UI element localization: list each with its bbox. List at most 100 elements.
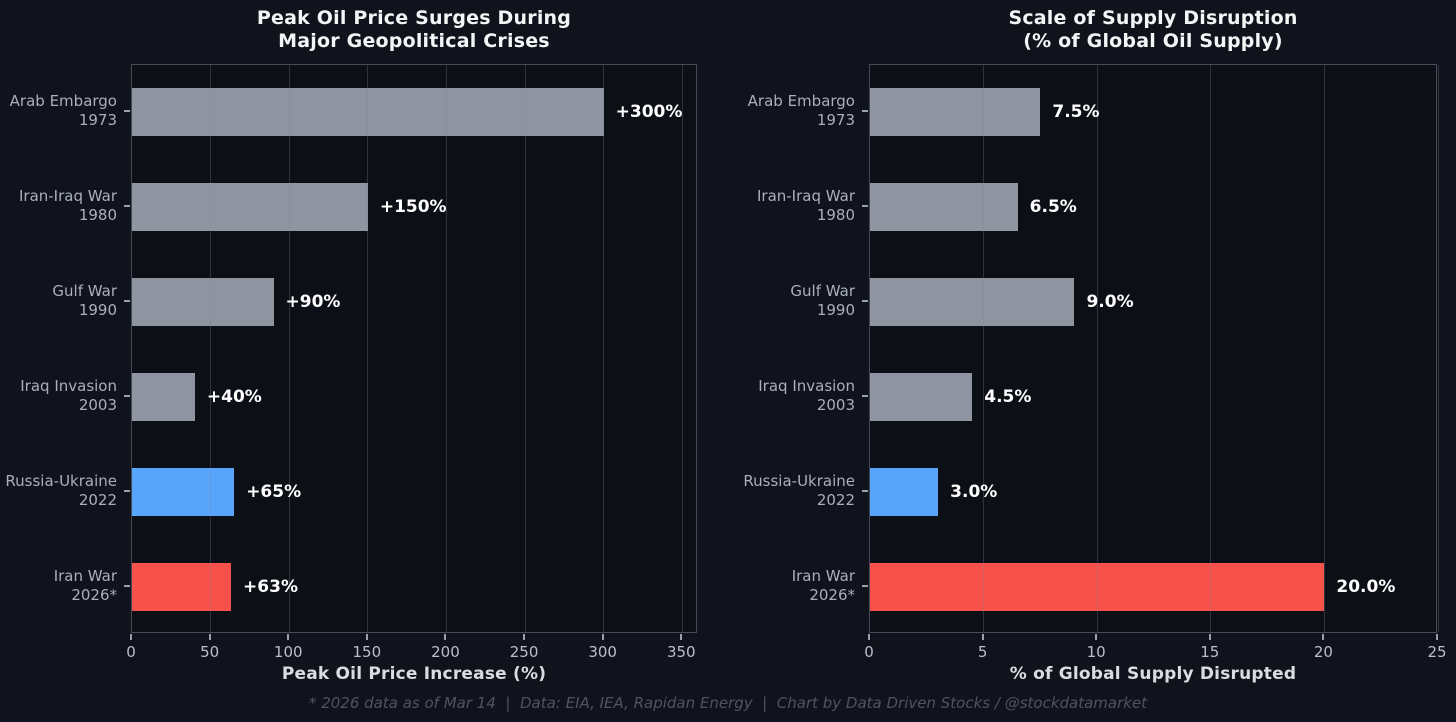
bar-value-label: +90% (285, 292, 341, 313)
gridline (445, 65, 447, 632)
chart-title: Peak Oil Price Surges During Major Geopol… (131, 7, 697, 53)
gridline (1096, 65, 1098, 632)
bar-russia-ukraine (132, 467, 235, 516)
x-tick-mark (1095, 634, 1098, 640)
x-tick-mark (601, 634, 604, 640)
category-name: Iran-Iraq War (756, 187, 855, 206)
bar-gulf-war (132, 278, 274, 327)
category-year: 2022 (816, 490, 855, 509)
bar-value-label: +150% (379, 197, 447, 218)
x-tick-mark (287, 634, 290, 640)
gridline (524, 65, 526, 632)
category-year: 2003 (78, 395, 117, 414)
category-label: Iraq Invasion 2003 (758, 377, 855, 415)
gridline (1437, 65, 1439, 632)
category-year: 1980 (816, 206, 855, 225)
category-year: 2022 (78, 490, 117, 509)
x-tick-label: 300 (588, 643, 617, 661)
bar-value-label: +65% (246, 481, 302, 502)
gridline (603, 65, 605, 632)
bar-arab-embargo (132, 88, 604, 137)
gridline (1323, 65, 1325, 632)
x-tick-mark (981, 634, 984, 640)
bar-iran-war (870, 562, 1325, 611)
y-tick-mark (124, 584, 130, 587)
category-label: Iran-Iraq War 1980 (757, 187, 855, 225)
x-tick-mark (365, 634, 368, 640)
plot-area: +300% +150% +90% +40% +65% +63% (131, 64, 697, 633)
category-year: 1973 (78, 111, 117, 130)
bar-iran-iraq-war (132, 183, 368, 232)
category-year: 2003 (816, 395, 855, 414)
x-tick-label: 100 (273, 643, 303, 661)
y-tick-mark (124, 300, 130, 303)
x-tick-label: 10 (1086, 643, 1106, 661)
bar-iran-iraq-war (870, 183, 1018, 232)
bar-iran-war (132, 562, 232, 611)
gridline (288, 65, 290, 632)
x-tick-mark (444, 634, 447, 640)
category-label: Arab Embargo 1973 (10, 92, 117, 130)
chart-title-line: Peak Oil Price Surges During (256, 7, 572, 29)
gridline (210, 65, 212, 632)
bar-gulf-war (870, 278, 1075, 327)
category-name: Iran War (53, 566, 117, 585)
y-tick-mark (862, 489, 868, 492)
y-tick-mark (862, 394, 868, 397)
x-axis-label: Peak Oil Price Increase (%) (281, 664, 547, 684)
category-label: Gulf War 1990 (52, 282, 117, 320)
category-label: Gulf War 1990 (790, 282, 855, 320)
category-label: Iraq Invasion 2003 (20, 377, 117, 415)
x-tick-mark (1436, 634, 1438, 640)
gridline (681, 65, 683, 632)
bar-value-label: +40% (206, 386, 262, 407)
x-tick-label: 5 (977, 643, 988, 661)
category-label: Russia-Ukraine 2022 (743, 472, 855, 510)
bar-arab-embargo (870, 88, 1041, 137)
category-year: 2026* (809, 585, 855, 604)
x-tick-label: 250 (509, 643, 539, 661)
x-tick-label: 200 (431, 643, 460, 661)
category-name: Iran War (791, 566, 855, 585)
chart-title-line: Scale of Supply Disruption (1008, 7, 1298, 29)
plot-area: 7.5% 6.5% 9.0% 4.5% 3.0% 20.0% (869, 64, 1439, 633)
chart-peak-oil-price-surges: Peak Oil Price Surges During Major Geopol… (0, 0, 728, 694)
category-label: Arab Embargo 1973 (748, 92, 855, 130)
y-tick-mark (124, 205, 130, 208)
category-year: 2026* (71, 585, 117, 604)
category-label: Russia-Ukraine 2022 (5, 472, 117, 510)
x-tick-mark (868, 634, 870, 640)
bar-russia-ukraine (870, 467, 939, 516)
x-tick-label: 20 (1313, 643, 1333, 661)
category-label: Iran-Iraq War 1980 (19, 187, 117, 225)
bar-value-label: 4.5% (984, 386, 1032, 407)
bar-value-label: 9.0% (1086, 292, 1134, 313)
y-tick-mark (862, 205, 868, 208)
chart-title-line: Major Geopolitical Crises (278, 30, 550, 52)
x-tick-mark (523, 634, 526, 640)
bar-iraq-invasion (132, 372, 195, 421)
x-tick-label: 50 (200, 643, 220, 661)
footer-caption: * 2026 data as of Mar 14 | Data: EIA, IE… (308, 694, 1148, 712)
bar-value-label: +300% (615, 102, 683, 123)
category-year: 1990 (816, 301, 855, 320)
gridline (367, 65, 369, 632)
category-year: 1990 (78, 301, 117, 320)
x-tick-mark (1208, 634, 1211, 640)
category-name: Arab Embargo (9, 92, 117, 111)
category-name: Russia-Ukraine (743, 471, 855, 490)
x-tick-mark (680, 634, 683, 640)
bar-value-label: 7.5% (1052, 102, 1100, 123)
bar-value-label: +63% (243, 576, 298, 597)
gridline (983, 65, 985, 632)
chart-title-line: (% of Global Oil Supply) (1023, 30, 1283, 52)
category-year: 1973 (816, 111, 855, 130)
x-axis-label: % of Global Supply Disrupted (1009, 664, 1297, 684)
category-name: Gulf War (790, 282, 855, 301)
y-tick-mark (862, 300, 868, 303)
gridline (1210, 65, 1212, 632)
bar-value-label: 6.5% (1029, 197, 1077, 218)
y-tick-mark (124, 110, 130, 113)
y-tick-mark (124, 489, 130, 492)
